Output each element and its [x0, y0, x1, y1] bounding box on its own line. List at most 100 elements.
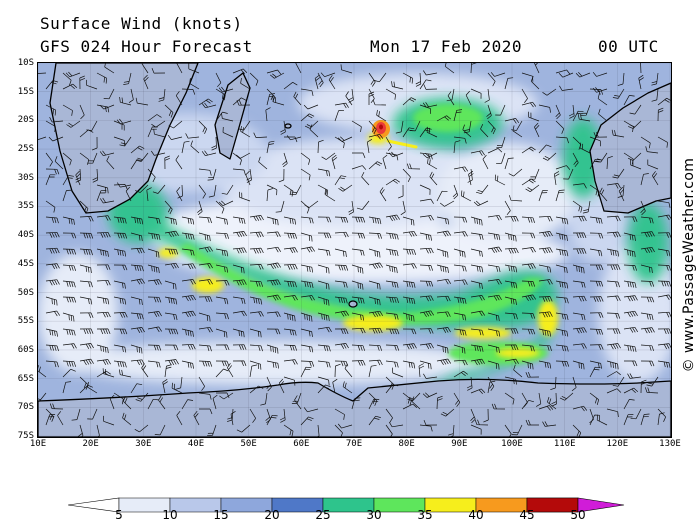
wind-barb [368, 216, 382, 225]
wind-barb [334, 264, 349, 271]
wind-barb [266, 231, 281, 238]
wind-barb [606, 312, 621, 319]
wind-barb [402, 97, 417, 106]
legend-label: 35 [417, 508, 433, 522]
wind-barb [198, 120, 208, 134]
wind-barb [391, 81, 404, 90]
wind-barb [215, 328, 228, 338]
wind-barb [419, 343, 434, 349]
wind-barb [181, 399, 194, 410]
wind-barb [436, 395, 443, 410]
wind-barb [181, 140, 190, 154]
wind-barb [453, 109, 463, 122]
wind-barb [419, 104, 432, 114]
wind-barb [334, 136, 345, 149]
wind-barb [45, 310, 60, 317]
legend-arrow-high [577, 497, 625, 513]
wind-barb [266, 140, 275, 154]
wind-barb [181, 232, 195, 240]
wind-barb [453, 216, 468, 223]
wind-barb [181, 343, 196, 350]
wind-barb [130, 296, 143, 306]
wind-barb [580, 104, 591, 116]
wind-barb [45, 200, 56, 213]
wind-barb [283, 344, 298, 351]
wind-barb [227, 363, 234, 378]
wind-barb [113, 248, 127, 257]
wind-barb [293, 91, 302, 106]
tropical-cyclone [372, 120, 418, 149]
wind-barb [589, 136, 601, 147]
wind-barb [630, 408, 642, 420]
wind-barb [249, 364, 258, 378]
wind-barb [147, 311, 162, 317]
wind-barb [38, 365, 47, 378]
wind-barb [100, 197, 115, 204]
wind-barb [147, 168, 156, 183]
wind-barb [87, 408, 98, 420]
wind-barb [547, 396, 557, 410]
wind-barb [130, 159, 143, 170]
wind-barb [135, 184, 149, 193]
wind-barb [589, 248, 603, 257]
wind-barb [215, 312, 229, 320]
wind-barb [54, 156, 64, 170]
wind-barb [623, 344, 637, 352]
wind-barb [640, 327, 655, 334]
mauritius-landmass [284, 123, 292, 129]
wind-barb [207, 424, 217, 437]
wind-barb [215, 72, 222, 88]
wind-barb [215, 392, 230, 399]
wind-barb [239, 191, 251, 202]
wind-barb [630, 159, 642, 170]
wind-barb [147, 114, 162, 122]
wind-barb [337, 136, 353, 142]
wind-barb [572, 264, 585, 274]
wind-barb [113, 136, 126, 146]
wind-barb [640, 63, 642, 74]
wind-barb [351, 360, 366, 366]
wind-barb [62, 312, 75, 322]
wind-barb [295, 63, 302, 74]
wind-barb [504, 157, 514, 170]
wind-barb [279, 408, 286, 423]
wind-barb [317, 280, 330, 290]
longitude-label: 30E [135, 439, 152, 449]
wind-barb [406, 163, 421, 170]
wind-barb [158, 88, 166, 102]
wind-barb [232, 68, 248, 74]
wind-barb [579, 142, 591, 154]
wind-barb [113, 296, 127, 305]
wind-barb [348, 88, 354, 103]
wind-barb [266, 246, 281, 253]
wind-barb [141, 63, 149, 74]
wind-barb [215, 368, 229, 378]
wind-barb [334, 363, 341, 378]
wind-barb [62, 280, 76, 288]
wind-barb [153, 128, 166, 138]
wind-barb [77, 424, 84, 437]
wind-barb [130, 327, 145, 333]
wind-barb [334, 175, 347, 186]
wind-barb [147, 398, 159, 410]
wind-barb [189, 78, 200, 90]
wind-barb [164, 364, 172, 378]
wind-barb [164, 296, 178, 305]
wind-barb [589, 312, 604, 318]
wind-barb [436, 248, 449, 258]
wind-barb [219, 392, 234, 400]
wind-barb [130, 278, 145, 285]
wind-barb [351, 312, 365, 321]
wind-barb [419, 79, 432, 90]
wind-barb [113, 328, 128, 335]
wind-barb [215, 248, 229, 257]
wind-barb [511, 120, 523, 131]
wind-barb [436, 358, 451, 365]
wind-barb [470, 248, 483, 257]
wind-barb [62, 248, 77, 255]
wind-barb [164, 248, 179, 255]
wind-barb [66, 120, 81, 128]
wind-barb [470, 63, 477, 74]
wind-barb [530, 76, 540, 90]
wind-barb [624, 360, 638, 367]
